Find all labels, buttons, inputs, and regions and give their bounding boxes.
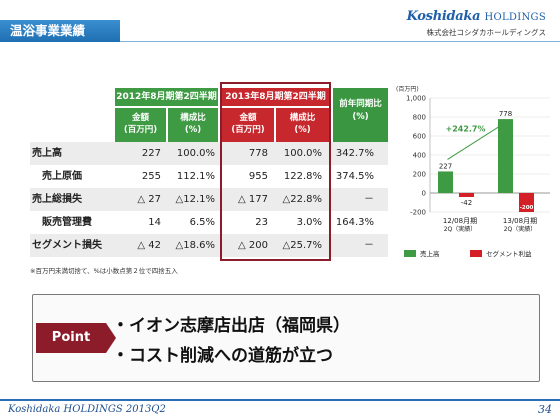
cell-ratio-2012: △12.1%: [175, 194, 215, 205]
row-label: 売上原価: [42, 171, 82, 182]
data-label: 227: [439, 162, 452, 170]
cell-amount-2012: △ 42: [137, 240, 161, 251]
logo-holdings: HOLDINGS: [484, 12, 546, 23]
cell-ratio-2013: 122.8%: [283, 171, 322, 182]
x-tick-label: 2Q（実績）: [504, 225, 537, 233]
table-row: セグメント損失 △ 42 △18.6% △ 200 △25.7% －: [30, 234, 388, 257]
data-label: -200: [520, 205, 534, 211]
cell-ratio-2013: △25.7%: [282, 240, 322, 251]
row-label: 売上総損失: [32, 194, 82, 205]
cell-yoy: 374.5%: [335, 171, 374, 182]
cell-amount-2012: 227: [141, 148, 161, 159]
point-line-2: ・コスト削減への道筋が立つ: [112, 346, 333, 366]
revenue-segment-chart: (百万円) 1,000 800 600 400 200 0 -200 227 -42 12/08月期…: [396, 86, 550, 258]
cell-ratio-2012: △18.6%: [175, 240, 215, 251]
row-label: 販売管理費: [42, 217, 92, 228]
row-label: 売上高: [32, 148, 62, 159]
cell-ratio-2013: 3.0%: [296, 217, 322, 228]
row-label: セグメント損失: [32, 240, 102, 251]
y-tick-label: 200: [413, 171, 426, 179]
x-tick-label: 13/08月期: [503, 217, 537, 225]
cell-yoy: －: [364, 194, 374, 205]
y-tick-label: 800: [413, 114, 426, 122]
growth-arrow: [447, 124, 502, 160]
point-box: [32, 294, 540, 382]
footer-brand: Koshidaka HOLDINGS 2013Q2: [8, 404, 166, 415]
cell-ratio-2013: 100.0%: [283, 148, 322, 159]
cell-ratio-2013: △22.8%: [282, 194, 322, 205]
cell-yoy: 342.7%: [335, 148, 374, 159]
cell-ratio-2012: 100.0%: [176, 148, 215, 159]
logo-koshidaka: Koshidaka: [406, 9, 481, 24]
legend-label: 売上高: [420, 249, 440, 258]
data-label: 778: [499, 110, 512, 118]
point-tag: Point: [36, 323, 116, 353]
table-row: 売上原価 255 112.1% 955 122.8% 374.5%: [30, 165, 388, 188]
cell-amount-2013: 23: [255, 217, 268, 228]
cell-amount-2012: 14: [148, 217, 161, 228]
table-row: 販売管理費 14 6.5% 23 3.0% 164.3%: [30, 211, 388, 234]
data-label: -42: [461, 199, 472, 207]
y-tick-label: 400: [413, 152, 426, 160]
growth-arrow-head: [497, 122, 504, 130]
y-tick-label: 600: [413, 133, 426, 141]
group-header-2013: 2013年8月期第2四半期: [222, 88, 329, 106]
company-logo: Koshidaka HOLDINGS: [407, 9, 546, 24]
header: 温浴事業業績 Koshidaka HOLDINGS 株式会社コシダカホールディン…: [0, 0, 560, 46]
group-header-2012: 2012年8月期第2四半期: [115, 88, 218, 106]
bar-segment-1: [519, 193, 534, 212]
cell-amount-2013: △ 200: [238, 240, 268, 251]
table-row: 売上高 227 100.0% 778 100.0% 342.7%: [30, 142, 388, 165]
bar-sales-1: [498, 119, 513, 193]
page-title: 温浴事業業績: [0, 20, 120, 42]
footer-rule: [0, 399, 560, 401]
legend-swatch: [404, 250, 416, 257]
logo-subtitle: 株式会社コシダカホールディングス: [426, 28, 546, 37]
bar-segment-0: [459, 193, 474, 197]
table-row: 売上総損失 △ 27 △12.1% △ 177 △22.8% －: [30, 188, 388, 211]
x-tick-label: 2Q（実績）: [444, 225, 477, 233]
growth-annotation: +242.7%: [445, 124, 485, 133]
amount-header-2013: 金額 (百万円): [222, 108, 274, 142]
cell-amount-2013: 778: [248, 148, 268, 159]
legend-swatch: [470, 250, 482, 257]
cell-yoy: 164.3%: [335, 217, 374, 228]
page-number: 34: [538, 403, 552, 416]
footer: Koshidaka HOLDINGS 2013Q2 34: [0, 399, 560, 420]
ratio-header-2013: 構成比 (%): [276, 108, 329, 142]
x-tick-label: 12/08月期: [443, 217, 477, 225]
y-axis-label: (百万円): [396, 86, 419, 93]
cell-amount-2013: △ 177: [238, 194, 268, 205]
cell-ratio-2012: 112.1%: [176, 171, 215, 182]
y-tick-label: 0: [422, 190, 426, 198]
legend-label: セグメント利益: [486, 249, 532, 258]
yoy-header: 前年同期比 (%): [333, 88, 388, 142]
amount-header-2012: 金額 (百万円): [115, 108, 166, 142]
cell-yoy: －: [364, 240, 374, 251]
cell-amount-2012: 255: [141, 171, 161, 182]
cell-amount-2012: △ 27: [137, 194, 161, 205]
cell-ratio-2012: 6.5%: [189, 217, 215, 228]
cell-amount-2013: 955: [248, 171, 268, 182]
bar-sales-0: [438, 171, 453, 193]
y-tick-label: 1,000: [406, 95, 426, 103]
header-rule: [120, 41, 560, 42]
ratio-header-2012: 構成比 (%): [168, 108, 218, 142]
table-footnote: ※百万円未満切捨て、%は小数点第２位で四捨五入: [30, 267, 178, 275]
point-line-1: ・イオン志摩店出店（福岡県）: [112, 316, 350, 336]
highlight-frame-2013: [220, 82, 331, 261]
y-tick-label: -200: [410, 209, 426, 217]
